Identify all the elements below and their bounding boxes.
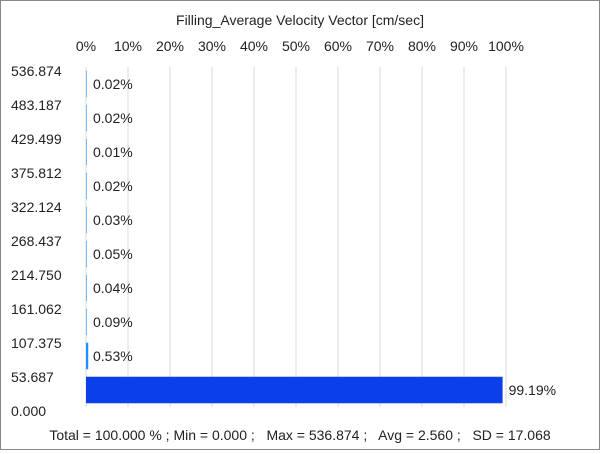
y-tick-label: 214.750 [11, 267, 62, 283]
bar-value-label: 0.01% [93, 144, 133, 160]
y-tick-label: 268.437 [11, 233, 62, 249]
y-tick-label: 483.187 [11, 97, 62, 113]
bar [86, 376, 503, 404]
x-tick-label: 100% [488, 38, 524, 54]
bar [86, 274, 87, 302]
bar [86, 138, 87, 166]
bar-labels: 0.02% 0.02% 0.01% 0.02% 0.03% 0.05% 0.04% 0.09%… [93, 76, 556, 398]
bar [86, 240, 87, 268]
bars [86, 70, 503, 404]
chart-title: Filling_Average Velocity Vector [cm/sec] [176, 12, 424, 28]
bar-value-label: 0.53% [93, 348, 133, 364]
bar [86, 342, 89, 370]
bar-value-label: 0.05% [93, 246, 133, 262]
bar-value-label: 0.02% [93, 76, 133, 92]
x-tick-label: 10% [114, 38, 142, 54]
bar [86, 308, 87, 336]
bar-value-label: 99.19% [509, 382, 556, 398]
x-axis-ticks: 0% 10% 20% 30% 40% 50% 60% 70% 80% 90% 100% [76, 38, 524, 54]
y-tick-label: 322.124 [11, 199, 62, 215]
x-tick-label: 70% [366, 38, 394, 54]
y-tick-label: 0.000 [11, 403, 46, 419]
summary-footer: Total = 100.000 % ; Min = 0.000 ; Max = … [49, 427, 551, 443]
y-tick-label: 375.812 [11, 165, 62, 181]
y-tick-label: 107.375 [11, 335, 62, 351]
bar-value-label: 0.09% [93, 314, 133, 330]
x-tick-label: 0% [76, 38, 96, 54]
x-tick-label: 60% [324, 38, 352, 54]
bar [86, 104, 87, 132]
x-tick-label: 30% [198, 38, 226, 54]
grid-lines [85, 67, 507, 407]
y-tick-label: 536.874 [11, 63, 62, 79]
bar [86, 70, 87, 98]
bar-value-label: 0.03% [93, 212, 133, 228]
x-tick-label: 80% [408, 38, 436, 54]
x-tick-label: 90% [450, 38, 478, 54]
bar-value-label: 0.04% [93, 280, 133, 296]
bar [86, 172, 87, 200]
bar-value-label: 0.02% [93, 110, 133, 126]
x-tick-label: 40% [240, 38, 268, 54]
bar [86, 206, 87, 234]
bar-value-label: 0.02% [93, 178, 133, 194]
y-tick-label: 429.499 [11, 131, 62, 147]
y-axis-ticks: 536.874 483.187 429.499 375.812 322.124 268.4… [11, 63, 62, 419]
x-tick-label: 20% [156, 38, 184, 54]
y-tick-label: 53.687 [11, 369, 54, 385]
x-tick-label: 50% [282, 38, 310, 54]
y-tick-label: 161.062 [11, 301, 62, 317]
